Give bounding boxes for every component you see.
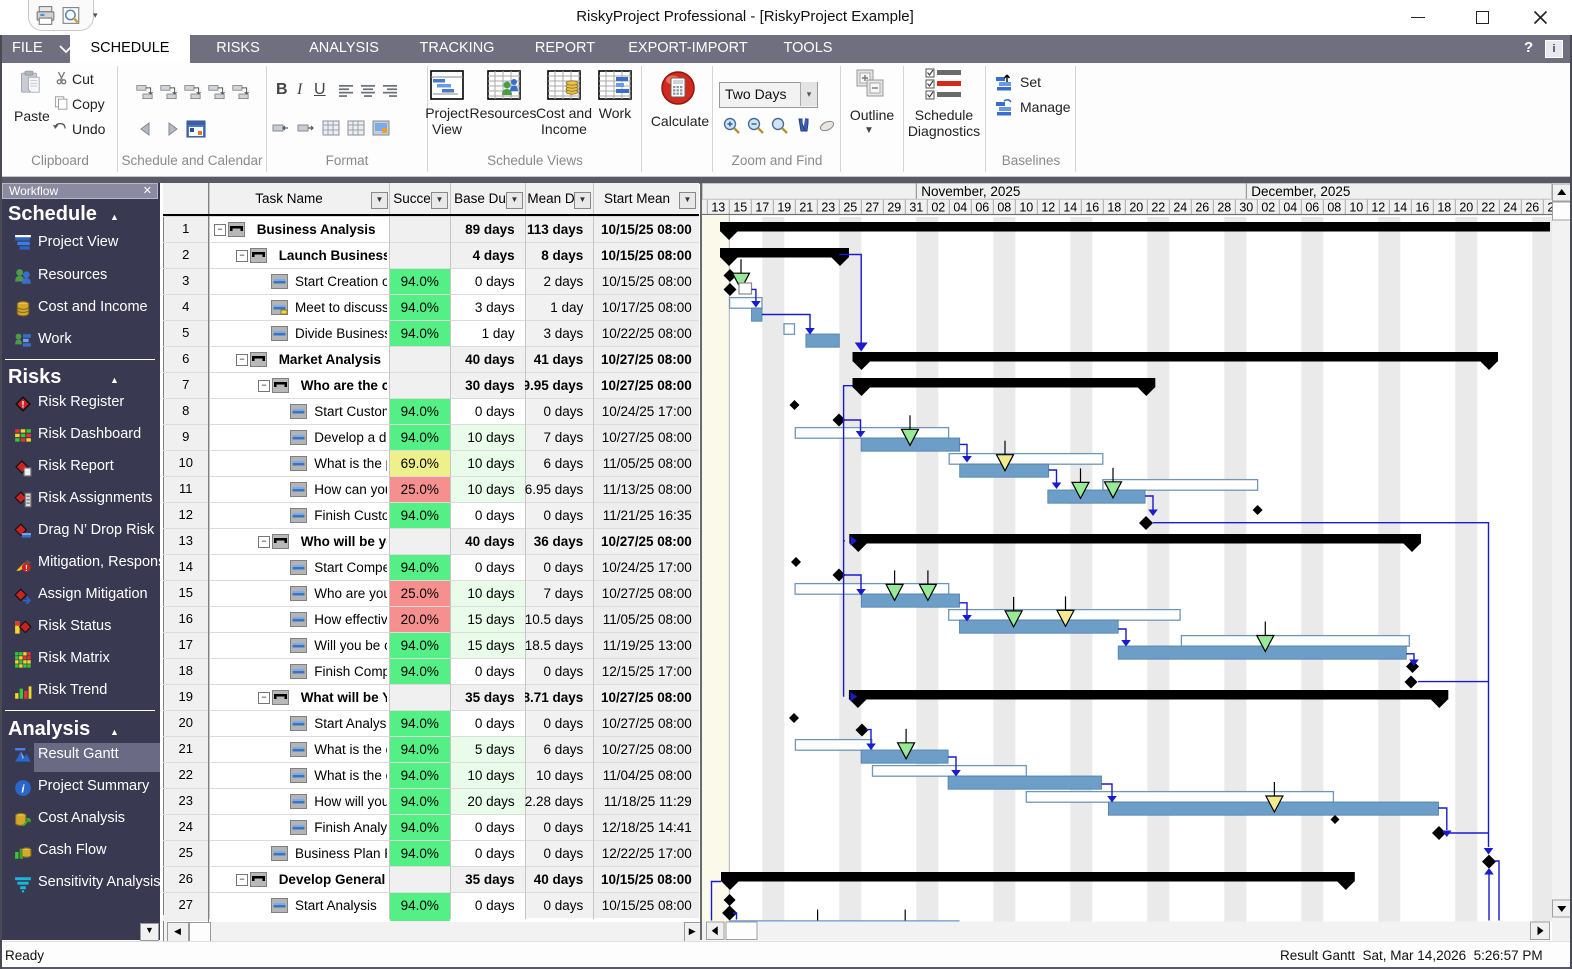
svg-text:22: 22	[1481, 200, 1495, 214]
svg-text:26: 26	[1195, 200, 1209, 214]
svg-text:15: 15	[733, 200, 747, 214]
svg-text:12: 12	[1041, 200, 1055, 214]
svg-text:27: 27	[865, 200, 879, 214]
svg-text:12: 12	[1371, 200, 1385, 214]
svg-text:04: 04	[953, 200, 967, 214]
svg-text:02: 02	[931, 200, 945, 214]
svg-text:29: 29	[887, 200, 901, 214]
svg-text:20: 20	[1129, 200, 1143, 214]
svg-text:i: i	[21, 784, 25, 796]
svg-text:14: 14	[1393, 200, 1407, 214]
svg-text:13: 13	[711, 200, 725, 214]
svg-text:20: 20	[1459, 200, 1473, 214]
svg-text:26: 26	[1525, 200, 1539, 214]
svg-text:30: 30	[1239, 200, 1253, 214]
svg-text:!: !	[22, 399, 25, 409]
svg-text:18: 18	[1107, 200, 1121, 214]
svg-text:18: 18	[1437, 200, 1451, 214]
svg-text:14: 14	[1063, 200, 1077, 214]
svg-text:21: 21	[799, 200, 813, 214]
svg-text:!: !	[25, 564, 28, 573]
svg-text:28: 28	[1217, 200, 1231, 214]
svg-text:17: 17	[755, 200, 769, 214]
svg-text:23: 23	[821, 200, 835, 214]
svg-text:06: 06	[975, 200, 989, 214]
svg-text:10: 10	[1349, 200, 1363, 214]
svg-text:10: 10	[1019, 200, 1033, 214]
svg-text:16: 16	[1415, 200, 1429, 214]
svg-text:16: 16	[1085, 200, 1099, 214]
svg-text:08: 08	[1327, 200, 1341, 214]
svg-text:08: 08	[997, 200, 1011, 214]
svg-text:25: 25	[843, 200, 857, 214]
svg-text:06: 06	[1305, 200, 1319, 214]
svg-text:22: 22	[1151, 200, 1165, 214]
svg-text:24: 24	[1173, 200, 1187, 214]
svg-text:24: 24	[1503, 200, 1517, 214]
svg-text:31: 31	[909, 200, 923, 214]
svg-text:04: 04	[1283, 200, 1297, 214]
svg-text:November, 2025: November, 2025	[921, 184, 1020, 199]
svg-text:19: 19	[777, 200, 791, 214]
svg-text:02: 02	[1261, 200, 1275, 214]
svg-text:December, 2025: December, 2025	[1251, 184, 1350, 199]
